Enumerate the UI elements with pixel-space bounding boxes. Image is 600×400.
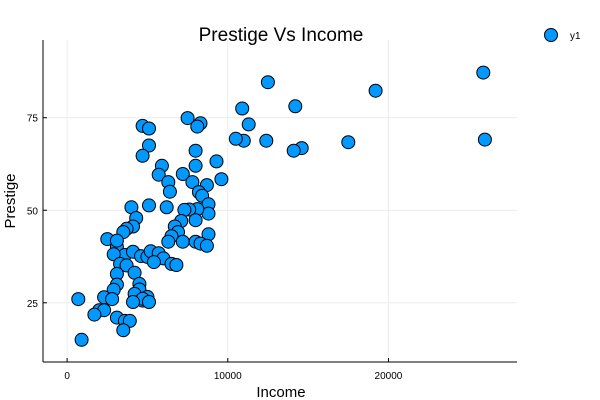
y-axis-label: Prestige [2,173,19,228]
data-point [162,184,177,199]
data-point [109,233,124,248]
data-point [286,143,301,158]
data-point [288,99,303,114]
x-tick-label: 10000 [214,371,242,382]
axes [42,40,517,363]
data-point [188,213,203,228]
data-point [260,75,275,90]
data-point [151,167,166,182]
x-tick-label: 20000 [375,371,403,382]
data-point [161,234,176,249]
tick-labels: 0 10000 20000 25 50 75 [27,114,403,382]
x-axis-label: Income [256,384,305,400]
data-point [477,132,492,147]
data-point [209,154,224,169]
data-point [146,255,161,270]
grid-lines [43,40,517,362]
data-point [74,332,89,347]
y-tick-label: 50 [27,206,39,217]
data-point [142,121,156,136]
legend-marker [544,28,558,42]
x-tick-label: 0 [64,371,70,382]
data-points [71,65,492,347]
legend: y1 [544,28,581,42]
data-point [105,292,120,307]
data-point [71,292,86,307]
data-point [368,83,383,98]
data-point [228,131,243,146]
data-point [214,172,229,187]
data-point [341,135,356,150]
data-point [142,295,156,309]
data-point [159,200,174,215]
data-point [241,117,256,132]
data-point [190,119,205,134]
data-point [169,258,184,272]
legend-label-y1: y1 [570,31,581,42]
data-point [180,111,195,126]
chart-title: Prestige Vs Income [199,25,364,46]
data-point [188,158,203,173]
data-point [106,247,121,262]
data-point [135,148,150,163]
data-point [188,143,203,158]
data-point [476,65,491,80]
data-point [126,295,140,309]
y-tick-label: 75 [27,114,39,125]
data-point [235,101,250,116]
data-point [175,234,190,249]
y-tick-label: 25 [27,299,39,310]
data-point [142,198,156,213]
data-point [185,175,200,190]
data-point [259,133,274,148]
data-point [142,138,156,153]
data-point [87,307,102,322]
data-point [199,238,214,253]
data-point [175,167,190,181]
data-point [116,323,131,338]
